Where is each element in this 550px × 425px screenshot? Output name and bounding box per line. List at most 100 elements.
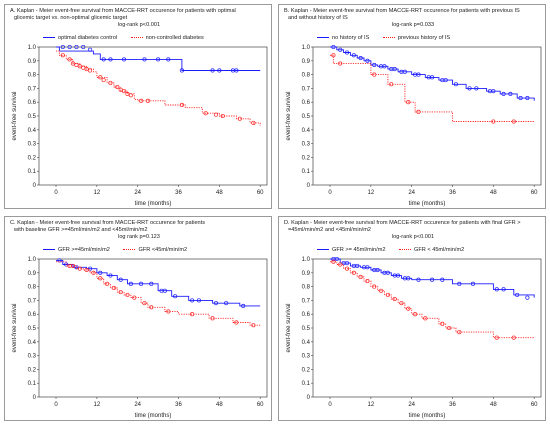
series-line-2: [56, 50, 261, 126]
censor-marker-1: [166, 57, 171, 62]
censor-marker-2: [125, 292, 130, 297]
title-line-2: and without history of IS: [288, 14, 348, 21]
censor-marker-1: [338, 47, 343, 52]
censor-marker-1: [416, 277, 421, 282]
y-tick-label: 1.0: [28, 45, 37, 51]
censor-marker-1: [74, 44, 79, 50]
censor-marker-2: [98, 276, 103, 281]
legend-item-blue: optimal diabetes control: [43, 35, 117, 41]
legend-item-blue: GFR >=45ml/min/m2: [43, 247, 110, 253]
title-line-2: =45ml/min/m2 and <45ml/min/m2: [288, 226, 372, 233]
x-tick-label: 24: [408, 402, 415, 408]
y-tick-label: 0: [33, 183, 37, 189]
x-tick-label: 36: [449, 190, 456, 196]
censor-marker-1: [149, 281, 154, 286]
censor-marker-2: [251, 323, 256, 328]
censor-marker-2: [399, 301, 404, 306]
panel-title: A. Kaplan - Meier event-free survival fr…: [10, 8, 268, 28]
legend-item-red: GFR <45ml/min/m2: [123, 247, 187, 253]
title-line-3: log-rank p<0.001: [391, 233, 435, 240]
censor-marker-2: [491, 119, 496, 124]
censor-marker-2: [331, 53, 336, 58]
censor-marker-1: [491, 89, 496, 94]
y-tick-label: 0.7: [302, 298, 311, 304]
y-tick-label: 0.8: [302, 285, 311, 291]
x-tick-label: 48: [216, 402, 223, 408]
censor-marker-2: [118, 87, 123, 92]
panel-title: B. Kaplan - Meier event-free survival fr…: [284, 8, 542, 28]
censor-marker-1: [355, 263, 360, 268]
censor-marker-1: [156, 57, 161, 62]
censor-marker-1: [118, 277, 123, 282]
censor-marker-2: [125, 91, 130, 96]
censor-marker-1: [224, 301, 229, 306]
censor-marker-1: [365, 58, 370, 63]
censor-marker-2: [67, 57, 72, 62]
x-axis-label: time (months): [409, 413, 446, 419]
title-line-1: B. Kaplan - Meier event-free survival fr…: [284, 8, 520, 14]
y-tick-label: 0.7: [28, 86, 37, 92]
legend-swatch-red: [399, 249, 412, 251]
y-tick-label: 0.8: [28, 285, 37, 291]
censor-marker-2: [77, 266, 82, 271]
y-tick-label: 0.7: [302, 86, 311, 92]
censor-marker-2: [108, 80, 113, 85]
plot-frame: [38, 46, 268, 186]
censor-marker-2: [142, 301, 147, 306]
censor-marker-1: [457, 281, 462, 286]
censor-marker-1: [331, 44, 336, 50]
series-line-1: [56, 46, 261, 71]
censor-marker-2: [413, 312, 418, 317]
series-line-2: [56, 261, 261, 326]
censor-marker-1: [108, 273, 113, 278]
x-tick-label: 48: [490, 402, 497, 408]
censor-marker-2: [389, 82, 394, 87]
legend-item-red: non-controlled diabetes: [130, 35, 204, 41]
censor-marker-2: [372, 284, 377, 289]
y-tick-label: 0.9: [302, 271, 311, 277]
censor-marker-2: [457, 330, 462, 335]
censor-marker-2: [385, 292, 390, 297]
y-tick-label: 0.8: [28, 73, 37, 79]
censor-marker-1: [122, 57, 127, 62]
censor-marker-2: [70, 61, 76, 66]
legend-item-blue: GFR >= 45ml/min/m2: [317, 247, 385, 253]
legend-swatch-red: [123, 249, 136, 251]
y-tick-label: 0.2: [302, 367, 311, 373]
censor-marker-2: [372, 72, 377, 77]
legend: optimal diabetes control non-controlled …: [43, 35, 216, 43]
censor-marker-2: [423, 316, 428, 321]
series-line-2: [330, 261, 535, 339]
censor-marker-1: [234, 68, 239, 73]
censor-marker-2: [149, 305, 154, 310]
legend-swatch-blue: [43, 249, 55, 251]
censor-marker-1: [334, 256, 339, 262]
title-line-2: glicemic target vs. non-optimal glicemic…: [14, 14, 128, 21]
legend-label-red: previous history of IS: [397, 35, 451, 41]
legend-swatch-red: [130, 37, 143, 39]
legend-label-blue: GFR >= 45ml/min/m2: [332, 247, 386, 253]
censor-marker-2: [494, 335, 499, 340]
censor-marker-1: [515, 292, 520, 297]
censor-marker-2: [118, 290, 123, 295]
km-plot: 0 0.1 0.2 0.3 0.4 0.5 0.6 0.7 0.8 0.9 1.0 0 12 24 36 48…: [12, 44, 268, 207]
legend-swatch-red: [382, 37, 395, 39]
censor-marker-1: [179, 68, 184, 73]
censor-marker-1: [87, 266, 93, 271]
y-tick-label: 1.0: [302, 45, 311, 51]
censor-marker-1: [440, 277, 445, 282]
censor-marker-2: [392, 296, 397, 302]
y-tick-label: 0.5: [302, 114, 311, 120]
x-tick-label: 0: [54, 190, 58, 196]
censor-marker-2: [203, 111, 208, 116]
censor-marker-2: [128, 93, 133, 98]
censor-marker-1: [467, 86, 472, 91]
censor-marker-2: [166, 309, 171, 314]
km-plot: 0 0.1 0.2 0.3 0.4 0.5 0.6 0.7 0.8 0.9 1.0 0 12 24 36 48…: [286, 44, 542, 207]
x-tick-label: 60: [257, 402, 264, 408]
x-axis-label: time (months): [135, 201, 172, 207]
censor-marker-1: [392, 67, 397, 72]
censor-marker-1: [81, 44, 86, 50]
y-tick-label: 0.4: [302, 128, 311, 134]
y-axis-label: event-free survival: [286, 91, 292, 140]
